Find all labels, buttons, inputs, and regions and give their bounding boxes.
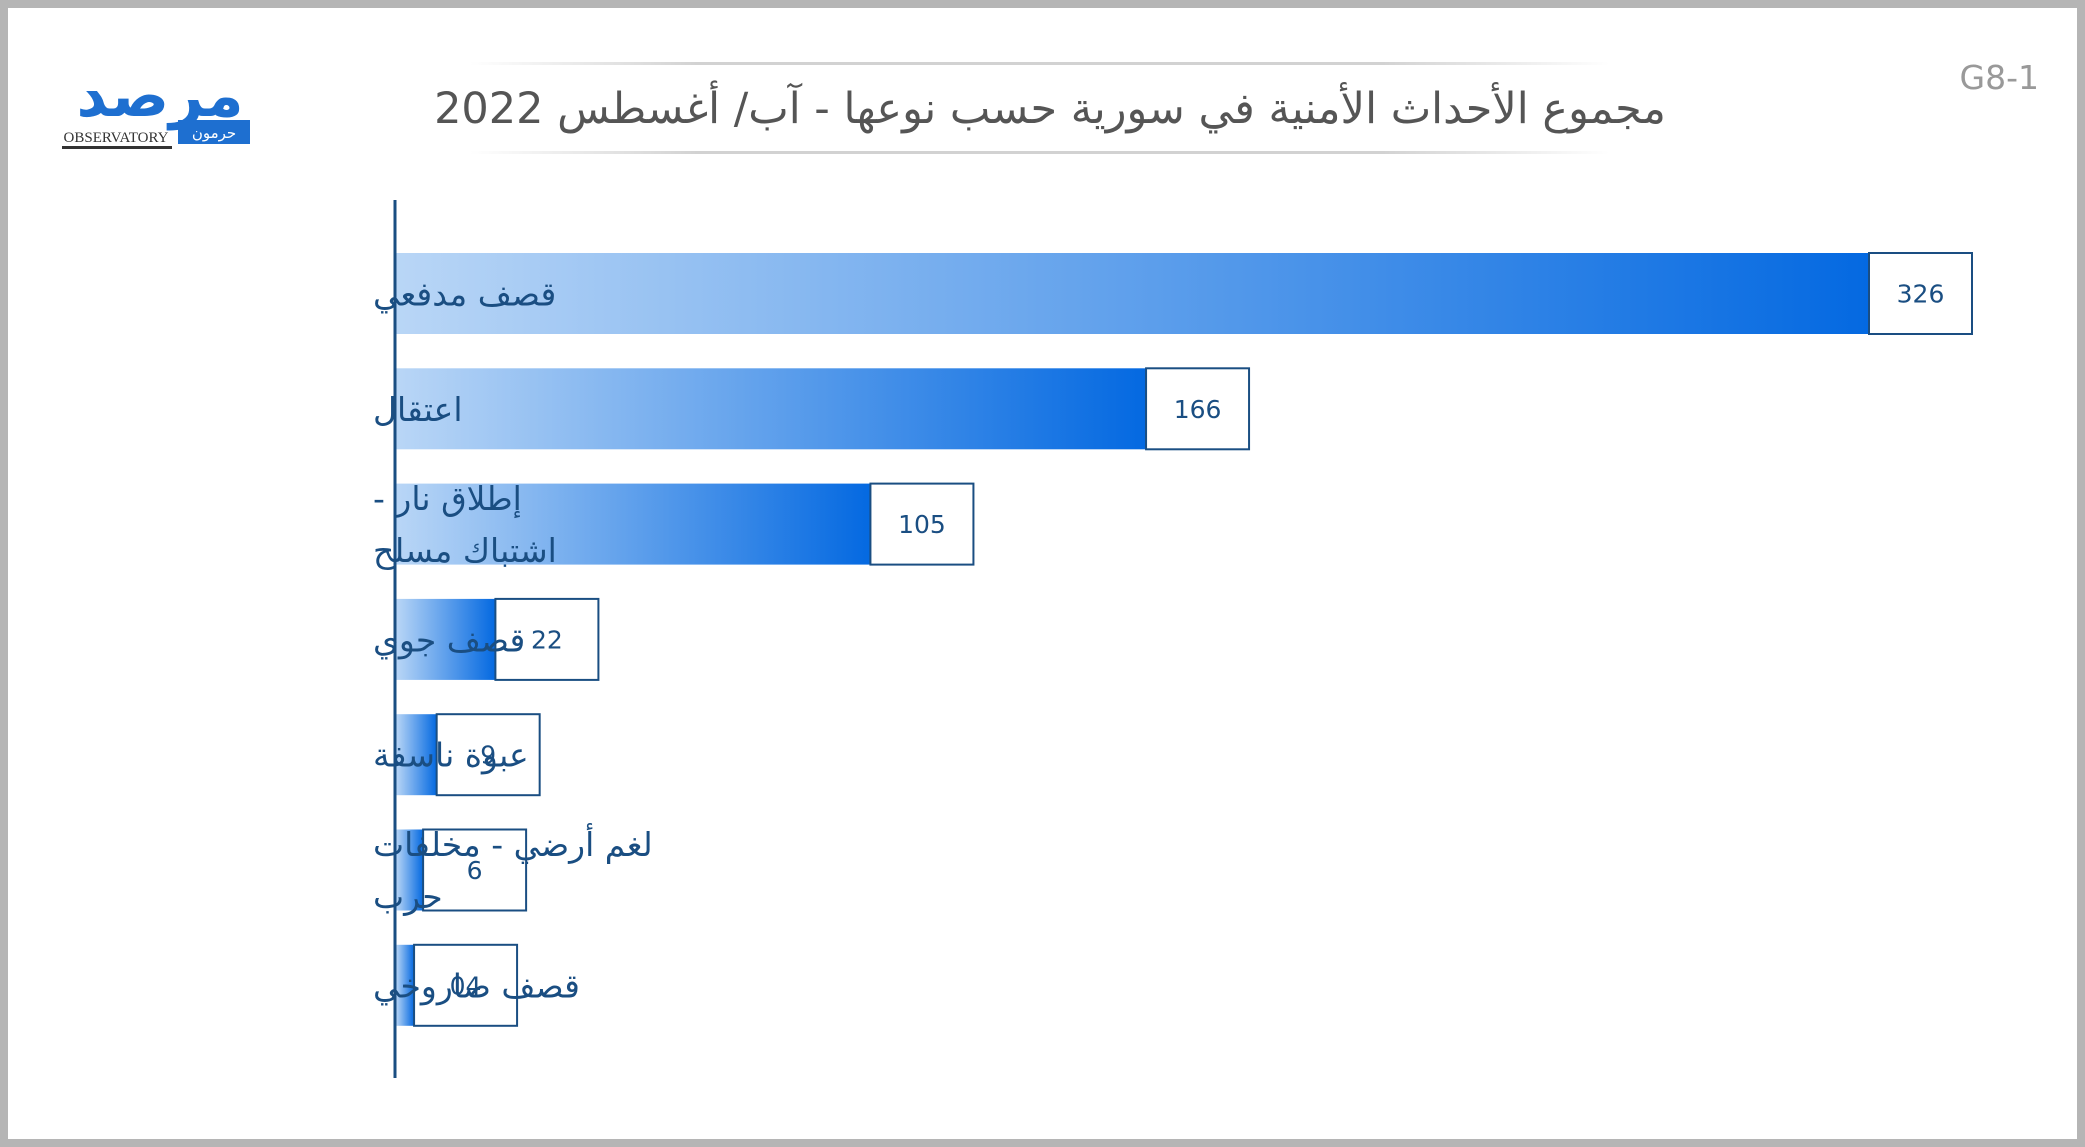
value-label: 105 [898,510,946,539]
bar [396,829,424,911]
category-label: قصف مدفعي [373,275,556,314]
value-label: 326 [1897,280,1945,309]
value-label: 6 [467,856,483,885]
value-label-box [1145,367,1251,451]
bar [396,714,437,796]
value-label-box [1868,252,1973,335]
logo-sub-text: حرمون [192,124,236,142]
logo-main-text: مرصد [76,61,243,131]
value-label-box [869,482,975,566]
chart-title: مجموع الأحداث الأمنية في سورية حسب نوعها… [434,84,1666,134]
title-bottom-rule [470,151,1610,154]
category-label: اشتباك مسلح [373,531,557,570]
value-label: 22 [531,625,563,654]
category-label: قصف صاروخي [373,966,580,1005]
category-label: قصف جوي [373,620,525,659]
observatory-logo: مرصد حرمون OBSERVATORY [60,58,260,154]
value-label-box [435,713,541,797]
category-label: حرب [373,877,443,916]
figure-code: G8-1 [1959,58,2039,97]
bar [396,598,496,680]
bar [396,253,1869,334]
category-label: عبوة ناسفة [373,736,529,775]
value-label: 9 [480,741,496,770]
bar [396,368,1147,450]
category-label: لغم أرضي - مخلفات [373,823,653,864]
category-label: إطلاق نار - [373,479,522,519]
title-top-rule [470,62,1610,65]
value-label: 04 [450,971,482,1000]
value-label-box [494,597,600,681]
bar [396,483,871,565]
logo-english-text: OBSERVATORY [64,130,169,146]
category-label: اعتقال [373,390,463,429]
value-label-box [422,828,528,912]
value-label: 166 [1174,395,1222,424]
value-label-box [413,943,519,1027]
bar [396,944,415,1026]
